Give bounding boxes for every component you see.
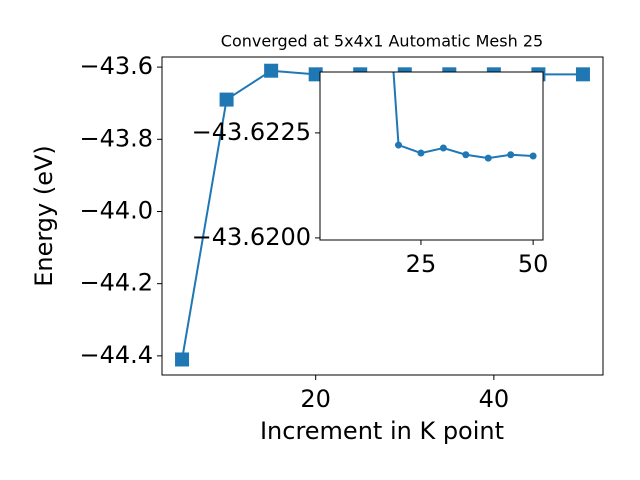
x-tick-label: 20 <box>300 385 331 413</box>
x-tick-label: 50 <box>518 250 549 278</box>
marker <box>462 151 470 159</box>
marker <box>175 352 190 367</box>
y-tick-label: −43.8 <box>79 124 153 152</box>
marker <box>529 152 537 160</box>
x-tick-label: 40 <box>479 385 510 413</box>
y-tick-label: −43.6200 <box>192 223 311 251</box>
marker <box>395 141 403 149</box>
axes-frame <box>319 71 544 241</box>
y-tick-label: −43.6 <box>79 52 153 80</box>
marker <box>219 92 234 107</box>
chart-title: Converged at 5x4x1 Automatic Mesh 25 <box>221 32 543 51</box>
marker <box>484 154 492 162</box>
y-tick-label: −44.2 <box>79 269 153 297</box>
marker <box>308 67 323 82</box>
line <box>392 72 534 160</box>
marker <box>507 151 515 159</box>
marker <box>575 67 590 82</box>
marker <box>439 144 447 152</box>
marker <box>417 149 425 157</box>
y-tick-label: −44.4 <box>79 341 153 369</box>
axes-frame <box>161 56 604 376</box>
y-tick-label: −43.6225 <box>192 118 311 146</box>
x-axis-label: Increment in K point <box>260 417 504 445</box>
y-axis-label: Energy (eV) <box>30 145 58 287</box>
y-tick-label: −44.0 <box>79 196 153 224</box>
series <box>392 72 537 162</box>
x-tick-label: 25 <box>406 250 437 278</box>
marker <box>264 63 279 78</box>
